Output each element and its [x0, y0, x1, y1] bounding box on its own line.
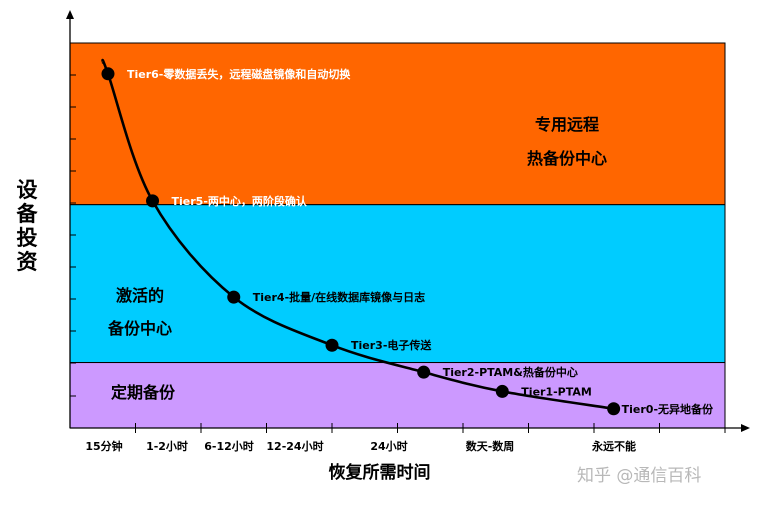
- x-tick-label: 永远不能: [591, 439, 636, 453]
- band-label: 定期备份: [110, 383, 176, 402]
- band-label: 专用远程: [535, 115, 599, 134]
- x-tick-labels: 15分钟 1-2小时 6-12小时 12-24小时 24小时 数天-数周 永远不能: [85, 439, 636, 453]
- data-point: [146, 194, 160, 208]
- data-point: [325, 338, 339, 352]
- band-2: [69, 362, 726, 429]
- data-label: Tier6-零数据丢失，远程磁盘镜像和自动切换: [127, 67, 351, 81]
- data-label: Tier1-PTAM: [521, 385, 592, 398]
- data-label: Tier0-无异地备份: [622, 402, 714, 416]
- x-axis-arrow: [741, 424, 750, 432]
- data-label: Tier5-两中心，两阶段确认: [172, 194, 308, 208]
- band-label: 热备份中心: [527, 149, 607, 168]
- axes-layer: [66, 10, 750, 433]
- data-label: Tier3-电子传送: [351, 338, 432, 352]
- x-tick-label: 15分钟: [85, 439, 122, 453]
- data-point: [607, 402, 621, 416]
- data-point: [495, 384, 509, 398]
- band-label: 备份中心: [107, 319, 172, 338]
- y-axis-label: 设备投资: [16, 178, 38, 274]
- watermark: 知乎 @通信百科: [577, 466, 702, 486]
- band-1: [69, 204, 726, 364]
- x-tick-label: 6-12小时: [204, 439, 254, 453]
- x-tick-label: 24小时: [370, 439, 407, 453]
- points-layer: Tier6-零数据丢失，远程磁盘镜像和自动切换 Tier5-两中心，两阶段确认 Ti…: [101, 67, 714, 416]
- x-tick-label: 数天-数周: [466, 439, 515, 453]
- x-tick-label: 1-2小时: [146, 439, 188, 453]
- band-label: 激活的: [116, 286, 164, 305]
- data-point: [101, 67, 115, 81]
- band-0: [69, 42, 726, 206]
- x-axis-label: 恢复所需时间: [328, 463, 431, 483]
- data-label: Tier2-PTAM&热备份中心: [443, 365, 578, 379]
- x-tick-label: 12-24小时: [266, 439, 323, 453]
- data-point: [417, 365, 431, 379]
- y-axis-arrow: [66, 10, 74, 19]
- data-label: Tier4-批量/在线数据库镜像与日志: [253, 290, 425, 304]
- data-point: [227, 290, 241, 304]
